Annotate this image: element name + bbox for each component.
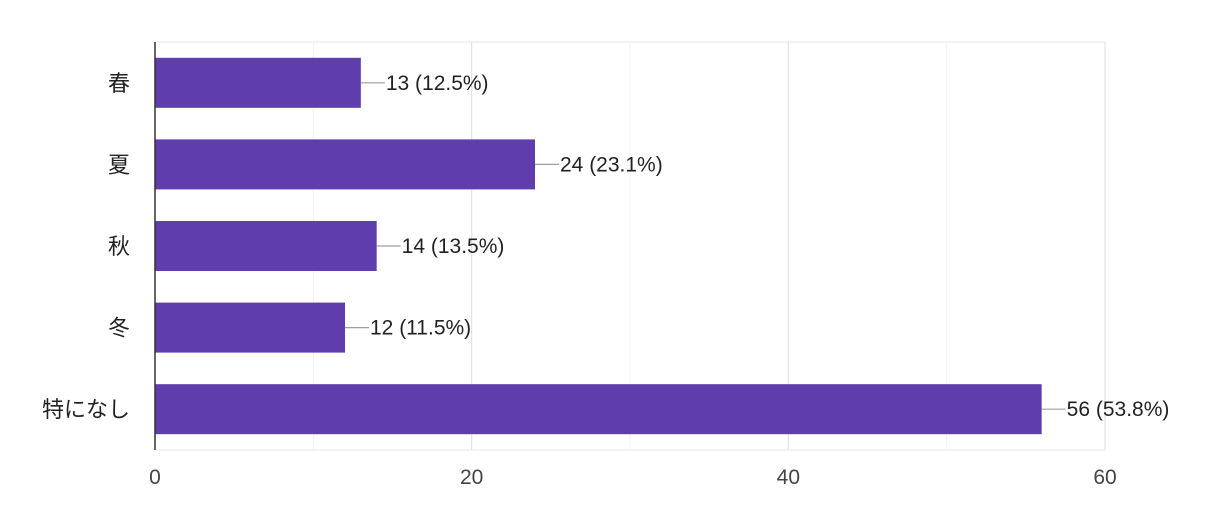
bar	[155, 57, 361, 108]
data-label: 14 (13.5%)	[402, 235, 505, 258]
gridlines	[155, 41, 1106, 451]
x-tick-label: 0	[149, 466, 161, 489]
data-label: 24 (23.1%)	[560, 153, 663, 176]
bar	[155, 384, 1042, 435]
bars	[155, 57, 1042, 435]
bar	[155, 221, 377, 271]
x-tick-label: 60	[1093, 466, 1116, 489]
category-label: 秋	[108, 235, 130, 260]
data-labels: 13 (12.5%) 24 (23.1%) 14 (13.5%) 12 (11.5%)…	[370, 72, 1169, 421]
category-label: 夏	[108, 153, 130, 178]
data-label: 12 (11.5%)	[370, 317, 471, 340]
category-label: 特になし	[42, 398, 130, 423]
data-label: 13 (12.5%)	[386, 72, 489, 95]
category-label: 春	[108, 72, 130, 97]
bar	[155, 139, 535, 190]
x-tick-labels: 0 20 40 60	[149, 466, 1117, 489]
bar	[155, 302, 345, 353]
x-tick-label: 40	[777, 466, 800, 489]
x-tick-label: 20	[460, 466, 483, 489]
label-connectors	[345, 82, 1066, 410]
category-label: 冬	[108, 317, 130, 342]
data-label: 56 (53.8%)	[1067, 398, 1170, 421]
